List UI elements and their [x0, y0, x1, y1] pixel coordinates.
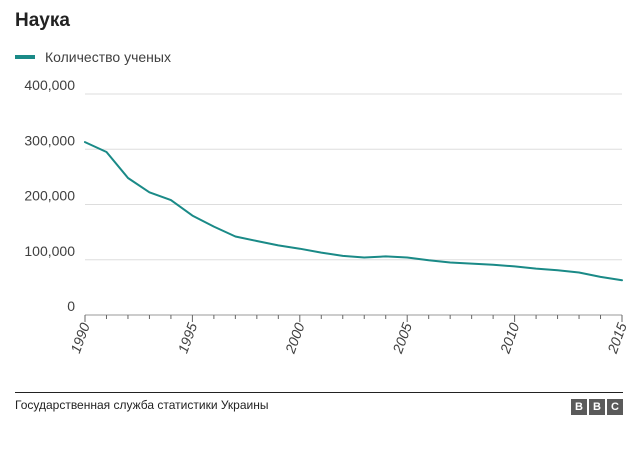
- y-tick-label: 100,000: [24, 243, 75, 259]
- source-note: Государственная служба статистики Украин…: [15, 398, 269, 412]
- legend: Количество ученых: [15, 49, 171, 65]
- series-line: [84, 141, 623, 282]
- y-tick-label: 200,000: [24, 188, 75, 204]
- y-tick-label: 400,000: [24, 77, 75, 93]
- chart-title: Наука: [15, 10, 70, 31]
- bbc-logo-block: C: [607, 399, 623, 415]
- bbc-logo-block: B: [571, 399, 587, 415]
- x-tick-label: 1990: [67, 320, 93, 355]
- x-tick-label: 2005: [389, 320, 415, 356]
- x-axis-ticks: 1990 1995 2000 2005 2010 2015: [67, 315, 630, 356]
- x-tick-label: 2010: [496, 320, 522, 356]
- footer-divider: [15, 392, 623, 393]
- x-tick-label: 2000: [282, 320, 308, 356]
- y-axis-tick-labels: 0 100,000 200,000 300,000 400,000: [24, 77, 75, 314]
- gridlines: [85, 93, 622, 316]
- x-tick-label: 1995: [175, 320, 201, 355]
- y-tick-label: 0: [67, 298, 75, 314]
- series-layer: [84, 141, 623, 282]
- x-tick-label: 2015: [604, 320, 630, 356]
- y-tick-label: 300,000: [24, 132, 75, 148]
- bbc-logo: B B C: [569, 399, 623, 415]
- legend-swatch: [15, 55, 35, 59]
- bbc-logo-block: B: [589, 399, 605, 415]
- legend-label: Количество ученых: [45, 49, 171, 65]
